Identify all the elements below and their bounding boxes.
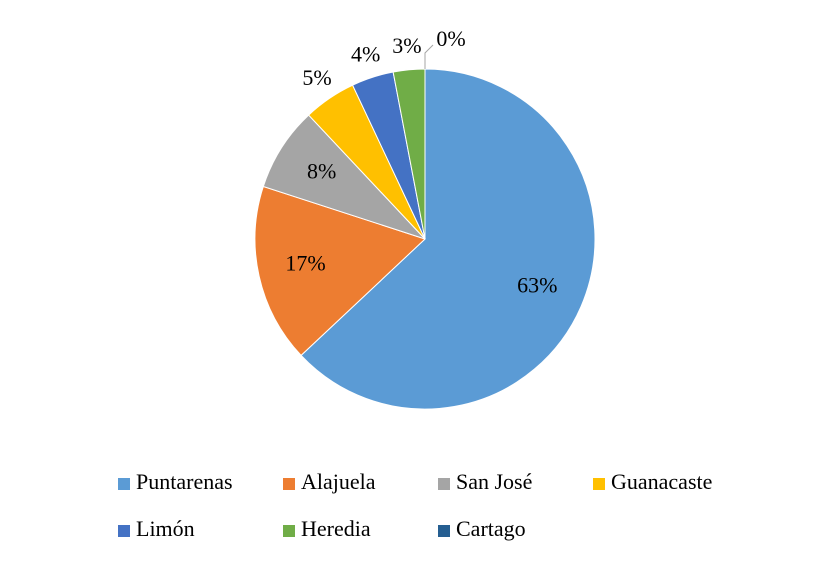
legend-swatch — [593, 478, 605, 490]
legend-label: San José — [456, 469, 532, 494]
data-label: 8% — [307, 158, 336, 183]
data-label: 5% — [302, 65, 331, 90]
legend-label: Heredia — [301, 516, 371, 541]
data-label: 17% — [285, 251, 325, 276]
legend-swatch — [438, 525, 450, 537]
data-label: 0% — [436, 26, 465, 51]
data-label: 4% — [351, 41, 380, 66]
legend-swatch — [438, 478, 450, 490]
legend-swatch — [118, 525, 130, 537]
legend-label: Puntarenas — [136, 469, 233, 494]
legend-swatch — [118, 478, 130, 490]
legend-swatch — [283, 525, 295, 537]
leader-line — [424, 44, 434, 69]
data-label: 63% — [517, 273, 557, 298]
data-label: 3% — [392, 33, 421, 58]
legend-swatch — [283, 478, 295, 490]
legend-label: Alajuela — [301, 469, 376, 494]
pie-slice — [254, 185, 426, 357]
legend-label: Cartago — [456, 516, 526, 541]
pie-slice — [300, 68, 596, 410]
legend-label: Limón — [136, 516, 195, 541]
legend-label: Guanacaste — [611, 469, 712, 494]
